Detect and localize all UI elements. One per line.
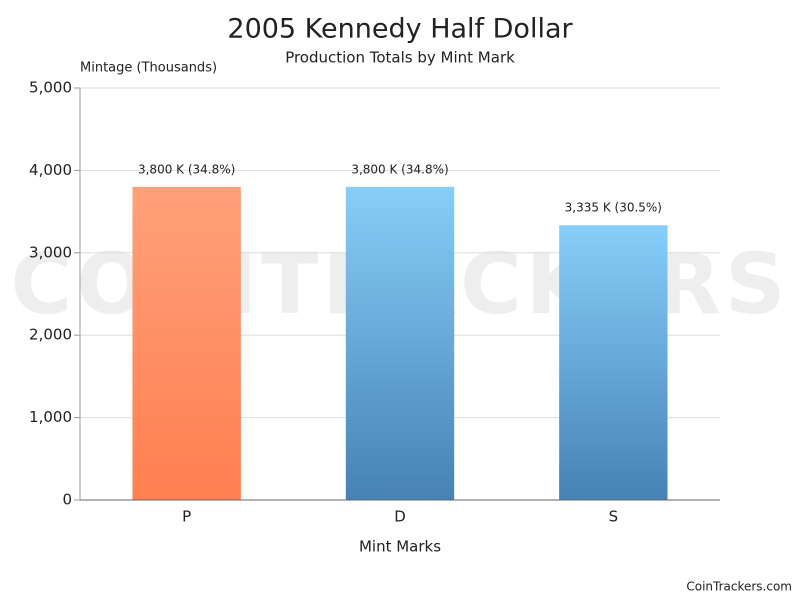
footer: CoinTrackers.com — [686, 580, 792, 594]
x-tick-label: P — [182, 508, 191, 526]
y-tick-label: 2,000 — [29, 326, 72, 344]
chart-title: 2005 Kennedy Half Dollar — [227, 14, 573, 45]
y-axis-label: Mintage (Thousands) — [80, 61, 217, 76]
data-label: 3,800 K (34.8%) — [351, 162, 448, 176]
x-tick-label: S — [609, 508, 619, 526]
y-tick-label: 5,000 — [29, 79, 72, 97]
data-label: 3,800 K (34.8%) — [138, 162, 235, 176]
x-axis-label: Mint Marks — [359, 538, 441, 556]
y-tick-label: 0 — [62, 491, 72, 509]
bar — [559, 225, 668, 501]
y-tick-label: 1,000 — [29, 408, 72, 426]
y-tick-label: 3,000 — [29, 243, 72, 261]
data-label: 3,335 K (30.5%) — [565, 201, 662, 215]
x-tick-label: D — [394, 508, 406, 526]
bar — [345, 186, 455, 500]
bar — [132, 186, 241, 500]
chart-subtitle: Production Totals by Mint Mark — [285, 49, 515, 67]
y-tick-label: 4,000 — [29, 161, 72, 179]
